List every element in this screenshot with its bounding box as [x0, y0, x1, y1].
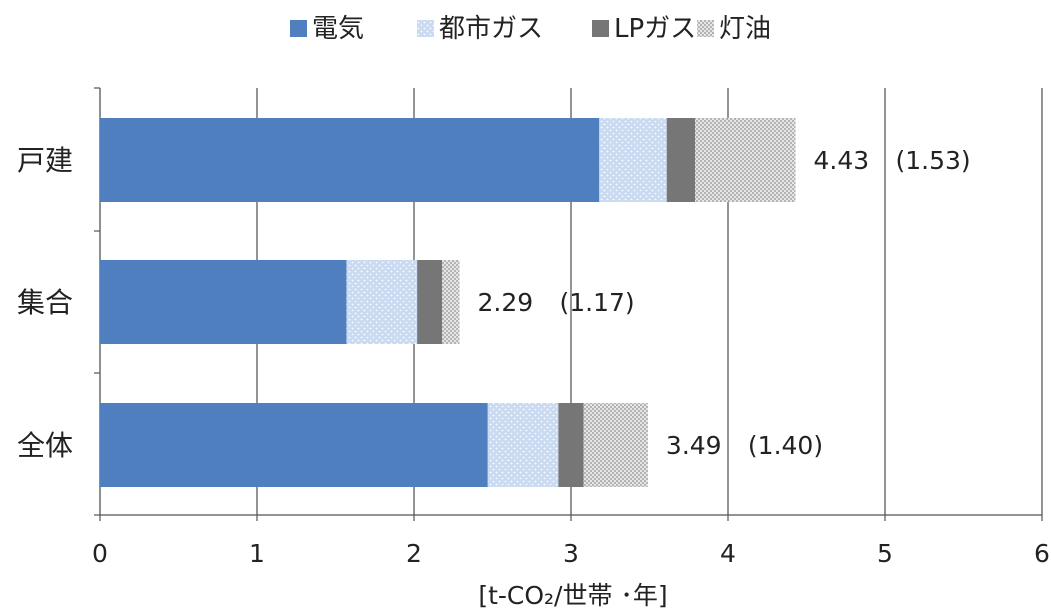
x-tick-label: 4: [720, 539, 736, 568]
bar-segment: [487, 403, 559, 487]
bar-segment: [100, 118, 600, 202]
total-label: 4.43: [814, 146, 870, 175]
category-label: 戸建: [17, 144, 73, 177]
bar-segment: [100, 403, 488, 487]
x-tick-label: 6: [1034, 539, 1050, 568]
total-label: 2.29: [478, 288, 534, 317]
parenthetical-label: (1.17): [560, 288, 635, 317]
x-tick-label: 1: [249, 539, 265, 568]
legend-swatch: [417, 20, 434, 37]
parenthetical-label: (1.40): [748, 431, 823, 460]
legend-label: 灯油: [719, 14, 771, 44]
legend-swatch: [290, 20, 307, 37]
x-tick-label: 5: [877, 539, 893, 568]
bar-segment: [599, 118, 667, 202]
parenthetical-label: (1.53): [896, 146, 971, 175]
bar-segment: [442, 260, 460, 344]
bar-segment: [417, 260, 443, 344]
x-tick-label: 3: [563, 539, 579, 568]
bar-segment: [346, 260, 418, 344]
legend-swatch: [592, 20, 609, 37]
bars: [100, 118, 796, 487]
labels: 0 1 2 3 4 5 6 戸建 4.43 (1.53) 集合 2.29 (1.17) 全体 3.49 (1.…: [17, 144, 1050, 610]
total-label: 3.49: [666, 431, 722, 460]
legend-swatch: [697, 20, 714, 37]
legend-label: 電気: [312, 14, 364, 44]
bar-segment: [558, 403, 584, 487]
bar-segment: [100, 260, 347, 344]
category-label: 集合: [17, 286, 73, 319]
bar-segment: [666, 118, 696, 202]
x-axis-title: [t-CO₂/世帯 ･年]: [478, 581, 667, 610]
legend: 電気 都市ガス LPガス 灯油: [290, 14, 771, 44]
x-tick-label: 2: [406, 539, 422, 568]
bar-segment: [695, 118, 796, 202]
category-label: 全体: [17, 429, 73, 462]
bar-segment: [583, 403, 648, 487]
legend-label: 都市ガス: [439, 14, 543, 44]
legend-label: LPガス: [614, 14, 696, 44]
x-tick-label: 0: [92, 539, 108, 568]
